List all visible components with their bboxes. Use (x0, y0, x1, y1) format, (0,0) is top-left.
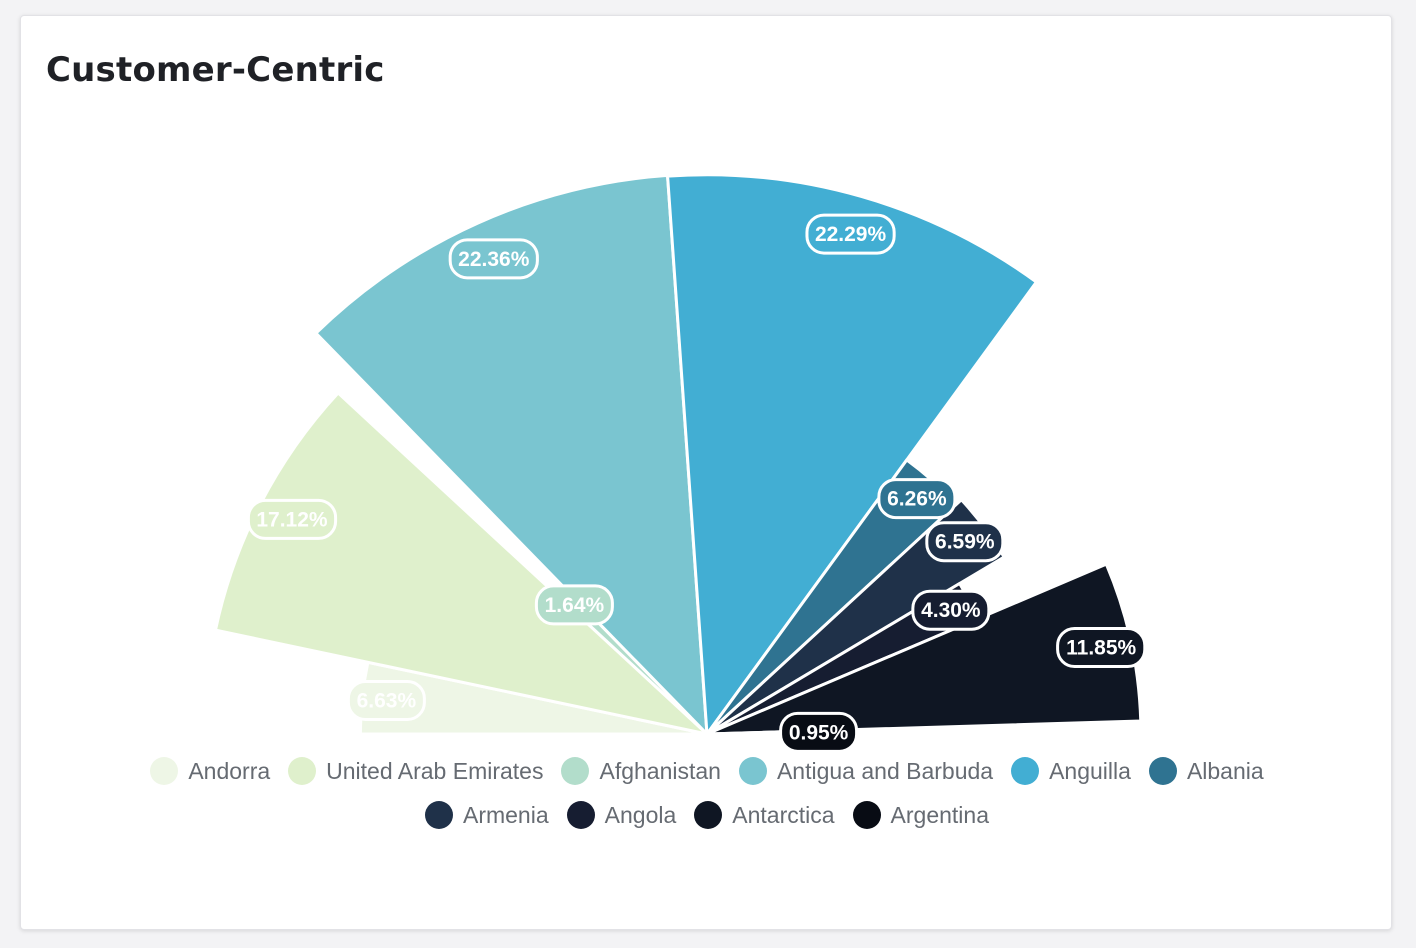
slice-label-text: 22.29% (815, 223, 887, 246)
legend-label: United Arab Emirates (326, 757, 544, 784)
slice-label-pill (448, 238, 539, 280)
slice-label: 22.29% (805, 213, 896, 255)
slice-label-text: 1.64% (545, 594, 605, 617)
slice-label-pill (805, 213, 896, 255)
slice-label-pill (779, 711, 859, 753)
slice-label-text: 0.95% (789, 721, 849, 744)
legend-swatch (852, 801, 881, 829)
legend-item-armenia[interactable]: Armenia (424, 798, 549, 832)
slice-label-pill (346, 679, 426, 721)
legend-item-antarctica[interactable]: Antarctica (694, 798, 835, 832)
legend-swatch (150, 757, 179, 785)
slice-label-text: 6.26% (887, 488, 947, 511)
slice-label-pill (925, 521, 1005, 563)
legend-swatch (424, 801, 453, 829)
legend-item-united-arab-emirates[interactable]: United Arab Emirates (288, 754, 543, 788)
chart-title: Customer-Centric (46, 50, 385, 90)
slice-label: 6.63% (346, 679, 426, 721)
slice-label-text: 11.85% (1066, 637, 1136, 660)
pie-slice-anguilla[interactable] (666, 173, 1038, 736)
legend-swatch (738, 757, 767, 785)
legend-item-andorra[interactable]: Andorra (150, 754, 270, 788)
slice-label: 6.59% (925, 521, 1005, 563)
legend-item-anguilla[interactable]: Anguilla (1011, 754, 1131, 788)
legend-label: Antigua and Barbuda (776, 757, 994, 784)
slice-label-text: 22.36% (458, 248, 530, 271)
slice-label: 22.36% (448, 238, 539, 280)
slice-label-pill (1056, 627, 1147, 668)
pie-slices (213, 173, 1143, 736)
slice-label-pill (534, 584, 614, 626)
legend-item-antigua-and-barbuda[interactable]: Antigua and Barbuda (738, 754, 994, 788)
legend-label: Afghanistan (599, 757, 721, 784)
legend-swatch (561, 757, 590, 785)
slice-label: 0.95% (779, 711, 859, 753)
chart-legend: Andorra United Arab Emirates Afghanistan An… (121, 754, 1293, 832)
legend-label: Anguilla (1049, 757, 1131, 784)
legend-item-albania[interactable]: Albania (1148, 754, 1264, 788)
slice-label-text: 17.12% (256, 508, 328, 531)
slice-label: 11.85% (1056, 627, 1147, 668)
legend-swatch (694, 801, 723, 829)
legend-item-afghanistan[interactable]: Afghanistan (561, 754, 721, 788)
slice-label-text: 4.30% (921, 599, 981, 622)
chart-card: Customer-Centric 6.63% 17.12% 1.64% 22.36% 2… (20, 15, 1392, 930)
slice-label-pill (911, 589, 991, 631)
legend-item-argentina[interactable]: Argentina (852, 798, 989, 832)
slice-label: 6.26% (877, 478, 957, 520)
slice-label: 4.30% (911, 589, 991, 631)
legend-label: Albania (1186, 757, 1264, 784)
legend-swatch (288, 757, 317, 785)
slice-label-text: 6.59% (935, 531, 995, 554)
slice-label: 17.12% (246, 498, 338, 540)
slice-label: 1.64% (534, 584, 614, 626)
slice-labels: 6.63% 17.12% 1.64% 22.36% 22.29% 6.26% 6.59% 4.… (246, 213, 1147, 753)
slice-label-pill (246, 498, 338, 540)
legend-label: Argentina (890, 801, 989, 828)
legend-swatch (566, 801, 595, 829)
pie-chart: 6.63% 17.12% 1.64% 22.36% 22.29% 6.26% 6.59% 4.… (213, 173, 1147, 753)
slice-label-text: 6.63% (357, 689, 417, 712)
legend-label: Andorra (188, 757, 271, 784)
legend-label: Angola (604, 801, 677, 828)
legend-item-angola[interactable]: Angola (566, 798, 677, 832)
legend-label: Antarctica (732, 801, 835, 828)
slice-label-pill (877, 478, 957, 520)
legend-swatch (1011, 757, 1040, 785)
legend-label: Armenia (462, 801, 549, 828)
legend-swatch (1148, 757, 1177, 785)
